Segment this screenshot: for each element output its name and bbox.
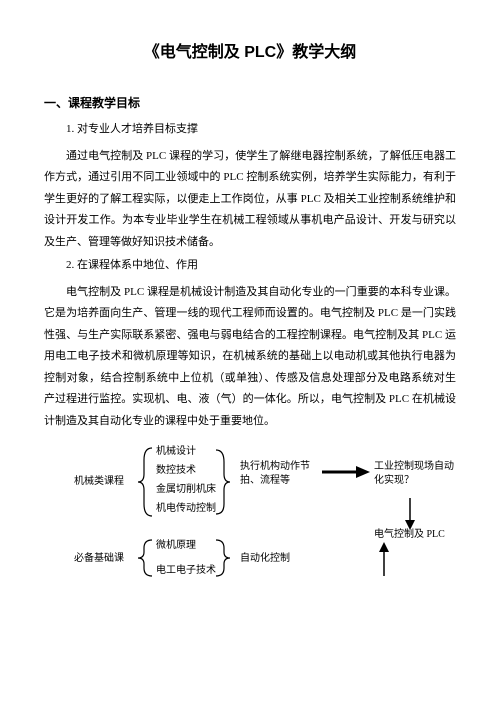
- diagram-item1-1: 数控技术: [156, 464, 196, 478]
- diagram-item1-3: 机电传动控制: [156, 502, 216, 516]
- diagram-left-1: 机械类课程: [74, 475, 124, 489]
- diagram-item2-0: 微机原理: [156, 539, 196, 553]
- section-1-1-para: 通过电气控制及 PLC 课程的学习，使学生了解继电器控制系统，了解低压电器工作方…: [44, 146, 456, 253]
- diagram-mid-2: 自动化控制: [240, 552, 290, 566]
- diagram-left-2: 必备基础课: [74, 552, 124, 566]
- diagram-right-1: 工业控制现场自动化实现？: [374, 460, 456, 488]
- course-diagram: 机械类课程 必备基础课 机械设计 数控技术 金属切削机床 机电传动控制 微机原理…: [44, 442, 456, 587]
- section-1-2-para: 电气控制及 PLC 课程是机械设计制造及其自动化专业的一门重要的本科专业课。它是…: [44, 282, 456, 432]
- section-1-2-heading: 2. 在课程体系中地位、作用: [44, 255, 456, 276]
- diagram-item1-2: 金属切削机床: [156, 483, 216, 497]
- diagram-mid-1: 执行机构动作节拍、流程等: [240, 460, 318, 488]
- section-1-heading: 一、课程教学目标: [44, 94, 456, 111]
- section-1-1-heading: 1. 对专业人才培养目标支撑: [44, 119, 456, 140]
- diagram-item1-0: 机械设计: [156, 445, 196, 459]
- page-title: 《电气控制及 PLC》教学大纲: [44, 38, 456, 62]
- diagram-item2-1: 电工电子技术: [156, 564, 216, 578]
- diagram-right-2: 电气控制及 PLC: [374, 528, 445, 542]
